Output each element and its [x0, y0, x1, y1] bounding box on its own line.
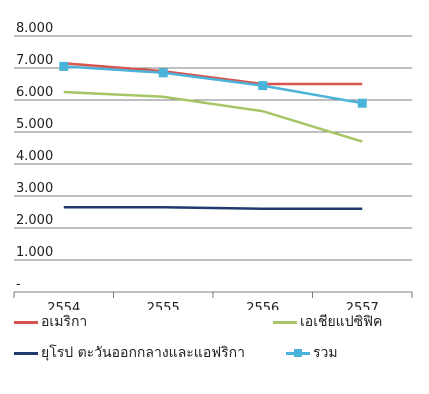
x-axis: 2554 2555 2556 2557 [13, 291, 413, 310]
x-tick-label: 2557 [346, 301, 379, 310]
legend-swatch-emea [14, 351, 38, 355]
legend-label-america: อเมริกา [41, 314, 88, 330]
legend-swatch-america [14, 320, 38, 324]
y-tick-label: 1.000 [16, 245, 53, 260]
legend-item-emea: ยุโรป ตะวันออกกลางและแอฟริกา [14, 342, 245, 364]
y-tick-label: - [16, 277, 21, 292]
series-line [63, 90, 363, 143]
legend-label-asia-pacific: เอเชียแปซิฟิค [300, 314, 383, 330]
legend-label-total: รวม [313, 345, 338, 361]
data-point [158, 68, 168, 78]
legend-swatch-total [286, 348, 310, 357]
legend-label-emea: ยุโรป ตะวันออกกลางและแอฟริกา [41, 345, 245, 361]
y-tick-label: 8.000 [16, 21, 53, 36]
y-tick-label: 4.000 [16, 149, 53, 164]
series-line [63, 61, 363, 86]
data-point [59, 61, 69, 71]
series-line [63, 205, 363, 211]
line-chart: 8.000 7.000 6.000 5.000 4.000 3.000 2.000 1.000… [13, 21, 413, 310]
legend-marker-total [294, 348, 302, 357]
legend-item-asia-pacific: เอเชียแปซิฟิค [273, 311, 382, 333]
y-tick-label: 3.000 [16, 181, 53, 196]
y-tick-label: 5.000 [16, 117, 53, 132]
x-tick-label: 2556 [246, 301, 279, 310]
gridlines [14, 35, 412, 261]
y-tick-label: 6.000 [16, 85, 53, 100]
y-tick-label: 2.000 [16, 213, 53, 228]
legend-swatch-asia-pacific [273, 320, 297, 324]
legend-item-total: รวม [286, 342, 338, 364]
legend-item-america: อเมริกา [14, 311, 87, 333]
x-tick-label: 2554 [47, 301, 80, 310]
series-line [63, 65, 363, 105]
data-point [357, 98, 367, 108]
x-tick-label: 2555 [147, 301, 180, 310]
series-lines [59, 61, 367, 211]
y-axis-ticks: 8.000 7.000 6.000 5.000 4.000 3.000 2.000 1.000… [16, 21, 53, 292]
data-point [258, 81, 268, 91]
y-tick-label: 7.000 [16, 53, 53, 68]
